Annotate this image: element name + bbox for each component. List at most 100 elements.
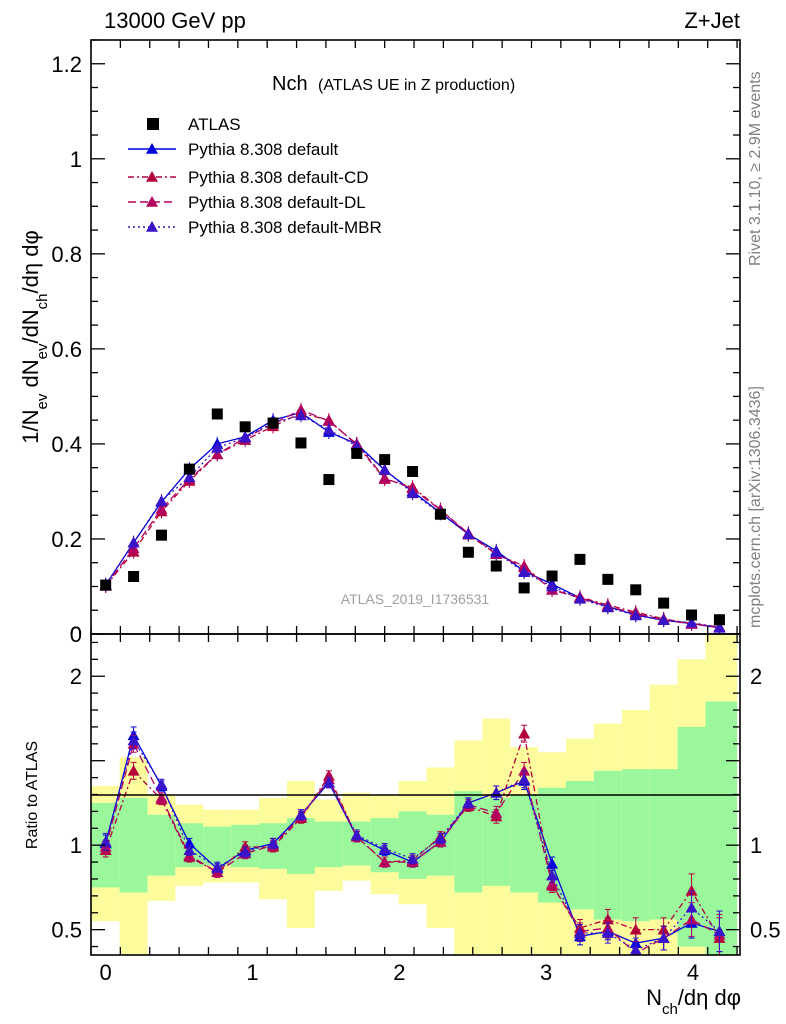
series-point: [573, 592, 586, 604]
ratio-point: [657, 932, 670, 943]
band-inner-bin: [203, 826, 232, 866]
atlas-data-point: [239, 421, 251, 433]
series-point: [546, 580, 559, 592]
main-y-tick-label: 0.6: [51, 337, 82, 362]
x-tick-label: 3: [540, 960, 552, 985]
series-point: [713, 621, 726, 633]
atlas-data-point: [100, 579, 112, 591]
series-line-2: [105, 412, 720, 628]
atlas-data-point: [686, 609, 698, 621]
series-line-3: [105, 408, 720, 628]
band-inner-bin: [593, 770, 622, 920]
atlas-data-point: [295, 437, 307, 449]
series-point: [322, 415, 335, 426]
main-y-tick-label: 1.2: [51, 52, 82, 77]
band-inner-bin: [314, 821, 343, 868]
series-point: [462, 528, 475, 540]
main-y-tick-label-zero: 0: [70, 622, 82, 647]
ratio-y-tick-label: 1: [70, 833, 82, 858]
series-point: [322, 423, 335, 435]
atlas-data-point: [713, 614, 725, 626]
atlas-data-point: [267, 417, 279, 429]
ratio-point: [267, 837, 280, 849]
main-y-tick-label: 0.4: [51, 432, 82, 457]
atlas-data-point: [602, 573, 614, 585]
atlas-data-point: [518, 582, 530, 594]
series-point: [239, 431, 252, 443]
series-point: [211, 441, 224, 453]
series-point: [657, 614, 670, 626]
series-point: [155, 503, 168, 514]
ratio-point: [155, 791, 168, 803]
ratio-point: [99, 835, 112, 847]
x-tick-label: 4: [687, 960, 699, 985]
plot-title-group: Nch (ATLAS UE in Z production): [272, 73, 515, 95]
band-inner-bin: [649, 769, 678, 920]
series-point: [294, 409, 307, 421]
ratio-point: [434, 832, 447, 844]
legend-marker: [146, 196, 158, 207]
ratio-point: [629, 923, 642, 935]
series-point: [406, 487, 419, 499]
atlas-data-point: [183, 463, 195, 475]
ratio-y-axis-label: Ratio to ATLAS: [24, 741, 41, 849]
legend: ATLAS Pythia 8.308 default Pythia 8.308 de…: [128, 115, 382, 237]
band-inner-bin: [566, 780, 594, 910]
main-y-axis-label: 1/Nev dNev/dNch/dη dφ: [18, 230, 51, 443]
ratio-point: [127, 764, 140, 776]
atlas-data-point: [211, 408, 223, 420]
series-point: [127, 536, 140, 548]
legend-label: Pythia 8.308 default: [188, 140, 339, 159]
main-y-tick-label: 0.8: [51, 242, 82, 267]
ratio-point: [518, 727, 531, 739]
plot-title: Nch: [272, 73, 308, 95]
header-left: 13000 GeV pp: [104, 8, 246, 33]
series-point: [601, 601, 614, 613]
ratio-y-tick-label-right: 0.5: [750, 918, 781, 943]
side-text-bottom: mcplots.cern.ch [arXiv:1306.3436]: [747, 386, 764, 628]
ratio-line-3: [105, 738, 720, 951]
legend-marker: [146, 143, 158, 154]
legend-marker-atlas: [147, 118, 159, 130]
series-point: [629, 609, 642, 621]
ratio-point: [573, 927, 586, 938]
band-inner-bin: [398, 811, 427, 879]
band-inner-bin: [342, 821, 371, 866]
x-axis-label: Nch/dη dφ: [646, 985, 741, 1018]
band-inner-bin: [119, 797, 148, 893]
ratio-panel-data: [99, 724, 726, 955]
main-y-tick-label: 0.2: [51, 527, 82, 552]
ratio-point: [406, 852, 419, 864]
ratio-point: [350, 829, 363, 840]
atlas-data-point: [574, 553, 586, 565]
ratio-point: [490, 807, 503, 818]
ratio-point: [518, 773, 531, 785]
plot-subtitle: (ATLAS UE in Z production): [318, 77, 515, 94]
ratio-point: [685, 901, 698, 913]
x-tick-label: 1: [246, 960, 258, 985]
legend-marker: [146, 171, 158, 182]
atlas-data-point: [658, 597, 670, 609]
ratio-point: [378, 856, 391, 867]
main-panel-data: [99, 402, 726, 634]
band-inner-bin: [621, 769, 650, 922]
ratio-point: [239, 845, 252, 857]
ratio-point: [127, 734, 140, 746]
header-right: Z+Jet: [684, 8, 740, 33]
ratio-point: [183, 844, 196, 856]
x-tick-label: 2: [393, 960, 405, 985]
legend-label: Pythia 8.308 default-CD: [188, 168, 369, 187]
atlas-data-point: [379, 454, 391, 466]
legend-label: ATLAS: [188, 115, 241, 134]
atlas-data-point: [155, 529, 167, 541]
series-point: [183, 471, 196, 482]
ratio-y-tick-label: 0.5: [51, 918, 82, 943]
ratio-point: [155, 778, 168, 790]
ratio-y-tick-label-right: 1: [750, 833, 762, 858]
series-point: [378, 463, 391, 475]
analysis-watermark: ATLAS_2019_I1736531: [341, 591, 490, 607]
axis-ticks: 00.20.40.60.811.20.5 0.51 12 20 1 2 3 40: [51, 39, 781, 985]
series-point: [518, 566, 531, 578]
legend-label: Pythia 8.308 default-MBR: [188, 218, 382, 237]
atlas-data-point: [351, 447, 363, 459]
